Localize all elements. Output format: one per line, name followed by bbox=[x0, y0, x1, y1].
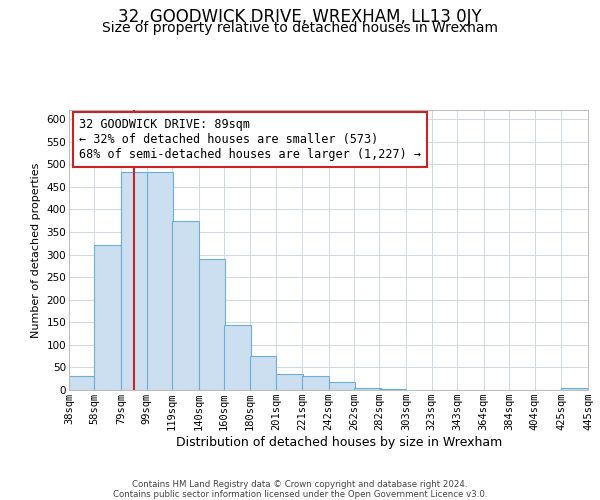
Bar bbox=[94, 244, 121, 390]
Bar bbox=[121, 172, 148, 390]
Bar bbox=[250, 356, 277, 390]
Y-axis label: Number of detached properties: Number of detached properties bbox=[31, 162, 41, 338]
Text: Distribution of detached houses by size in Wrexham: Distribution of detached houses by size … bbox=[176, 436, 502, 449]
Bar bbox=[329, 382, 355, 390]
Text: 32, GOODWICK DRIVE, WREXHAM, LL13 0JY: 32, GOODWICK DRIVE, WREXHAM, LL13 0JY bbox=[118, 8, 482, 26]
Bar bbox=[172, 220, 199, 390]
Text: Contains HM Land Registry data © Crown copyright and database right 2024.
Contai: Contains HM Land Registry data © Crown c… bbox=[113, 480, 487, 499]
Bar bbox=[277, 374, 303, 390]
Bar bbox=[379, 389, 406, 390]
Bar bbox=[199, 259, 226, 390]
Bar bbox=[69, 376, 96, 390]
Text: 32 GOODWICK DRIVE: 89sqm
← 32% of detached houses are smaller (573)
68% of semi-: 32 GOODWICK DRIVE: 89sqm ← 32% of detach… bbox=[79, 118, 421, 162]
Bar bbox=[561, 388, 588, 390]
Text: Size of property relative to detached houses in Wrexham: Size of property relative to detached ho… bbox=[102, 21, 498, 35]
Bar bbox=[146, 172, 173, 390]
Bar bbox=[354, 388, 380, 390]
Bar bbox=[302, 376, 329, 390]
Bar bbox=[224, 324, 251, 390]
